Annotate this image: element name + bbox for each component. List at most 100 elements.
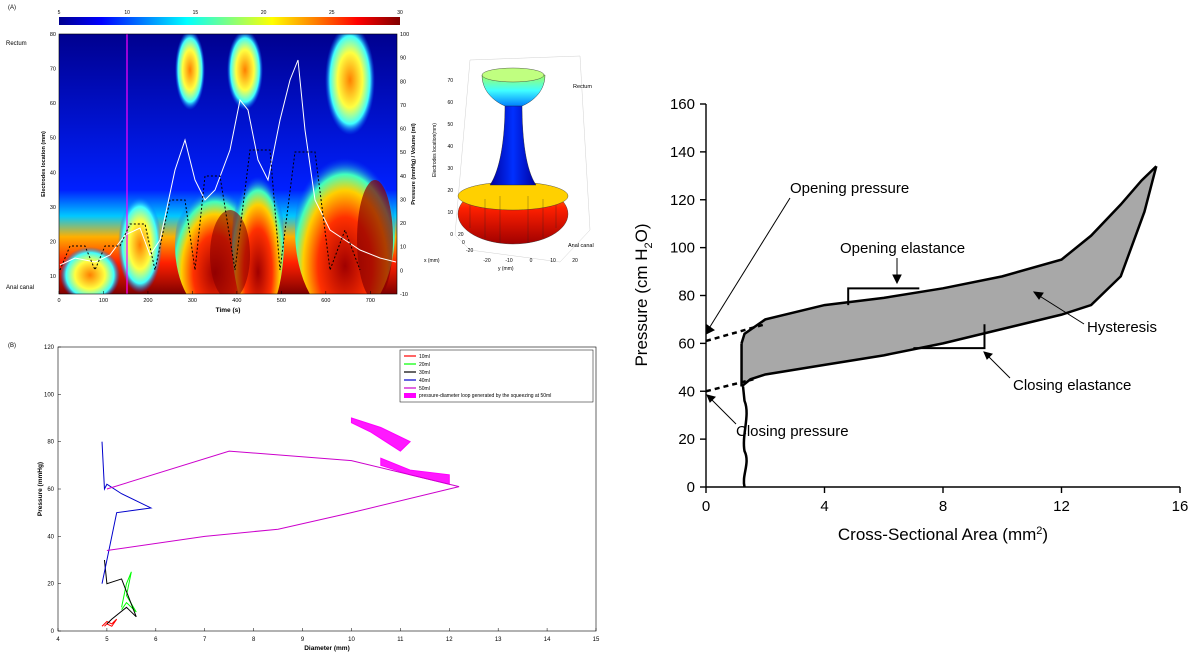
panel-a-label: (A) bbox=[8, 5, 16, 11]
inset-z-tick: 40 bbox=[447, 144, 453, 150]
hysteresis-area bbox=[741, 166, 1157, 387]
closing-elastance-arrow bbox=[986, 354, 1011, 379]
inset-z-tick: 20 bbox=[447, 188, 453, 194]
closing-extrapolation bbox=[705, 378, 754, 393]
closing-elastance-box bbox=[913, 324, 986, 350]
panel-c-annotations: Opening pressure Opening elastance Hyste… bbox=[705, 180, 1157, 440]
x-tick-label: 0 bbox=[57, 298, 60, 304]
legend-label: 10ml bbox=[419, 354, 430, 360]
y-tick-label-left: 10 bbox=[50, 274, 56, 280]
panel-a-axes: 0 100 200 300 400 500 600 7001020304050607080-1… bbox=[50, 32, 409, 304]
y-tick-label-right: 10 bbox=[400, 245, 406, 251]
legend-label: 30ml bbox=[419, 370, 430, 376]
inset-z-tick: 0 bbox=[450, 232, 453, 238]
colorbar bbox=[59, 17, 400, 25]
series-line-50ml bbox=[106, 450, 460, 552]
x-tick-label: 10 bbox=[348, 637, 355, 643]
x-tick-label: 4 bbox=[56, 637, 60, 643]
inset-xlabel: x (mm) bbox=[424, 258, 440, 264]
x-tick-label: 200 bbox=[143, 298, 152, 304]
inset-x-tick: 20 bbox=[458, 232, 464, 238]
inset-y-tick: 20 bbox=[572, 258, 578, 264]
x-tick-label: 600 bbox=[321, 298, 330, 304]
y-tick-label: 20 bbox=[678, 431, 695, 448]
panel-a-ylabel-left: Electrodes location (mm) bbox=[41, 131, 47, 197]
y-tick-label: 80 bbox=[678, 288, 695, 305]
series-line-40ml bbox=[101, 441, 153, 584]
legend-label: 50ml bbox=[419, 386, 430, 392]
y-tick-label: 100 bbox=[44, 392, 55, 398]
inset-z-tick: 30 bbox=[447, 166, 453, 172]
hysteresis-label: Hysteresis bbox=[1087, 319, 1157, 336]
closing-pressure-label: Closing pressure bbox=[736, 423, 849, 440]
y-tick-label: 120 bbox=[44, 345, 55, 351]
y-tick-label-left: 20 bbox=[50, 239, 56, 245]
y-tick-label-left: 30 bbox=[50, 205, 56, 211]
y-tick-label-right: 0 bbox=[400, 268, 403, 274]
inset-ylabel: y (mm) bbox=[498, 266, 514, 272]
y-tick-label: 40 bbox=[47, 534, 54, 540]
y-tick-label: 40 bbox=[678, 383, 695, 400]
inset-anal-canal-label: Anal canal bbox=[568, 243, 594, 249]
panel-a-ylabel-right: Pressure (mmHg) / Volume (ml) bbox=[411, 123, 417, 205]
y-tick-label-left: 50 bbox=[50, 136, 56, 142]
panel-a-xlabel: Time (s) bbox=[216, 307, 241, 314]
y-tick-label: 20 bbox=[47, 582, 54, 588]
y-tick-label: 0 bbox=[687, 479, 695, 496]
opening-extrapolation bbox=[705, 323, 766, 343]
panel-c-plot bbox=[705, 165, 1158, 488]
panel-b: (B) 4 5 6 7 8 9 10 11 12 13 14 15 0 20 40 60 80 100 120 10… bbox=[8, 343, 600, 652]
inset-z-tick: 70 bbox=[447, 78, 453, 84]
x-tick-label: 0 bbox=[702, 498, 710, 515]
closing-elastance-label: Closing elastance bbox=[1013, 377, 1131, 394]
opening-curve bbox=[740, 165, 1158, 344]
inset-cup bbox=[481, 74, 546, 107]
squeeze-loop-area bbox=[350, 417, 412, 452]
x-tick-label: 8 bbox=[252, 637, 256, 643]
closing-pressure-arrow bbox=[709, 397, 737, 425]
inset-stem bbox=[489, 103, 537, 186]
inset-z-tick: 50 bbox=[447, 122, 453, 128]
inset-zlabel: Electrodes location(mm) bbox=[432, 123, 438, 177]
y-tick-label-right: 60 bbox=[400, 127, 406, 133]
colorbar-tick-label: 10 bbox=[124, 10, 130, 16]
rectum-label: Rectum bbox=[6, 41, 27, 47]
series-line-20ml bbox=[121, 571, 137, 613]
opening-pressure-arrow bbox=[707, 197, 791, 331]
colorbar-tick-label: 5 bbox=[58, 10, 61, 16]
x-tick-label: 9 bbox=[301, 637, 305, 643]
y-tick-label: 120 bbox=[670, 192, 695, 209]
panel-c-xlabel: Cross-Sectional Area (mm2) bbox=[838, 525, 1048, 544]
x-tick-label: 100 bbox=[99, 298, 108, 304]
y-tick-label: 0 bbox=[51, 629, 55, 635]
y-tick-label: 60 bbox=[678, 335, 695, 352]
panel-b-label: (B) bbox=[8, 343, 16, 349]
anal-canal-label: Anal canal bbox=[6, 285, 34, 291]
opening-elastance-box bbox=[847, 287, 920, 306]
y-tick-label-left: 40 bbox=[50, 170, 56, 176]
y-tick-label-right: 50 bbox=[400, 150, 406, 156]
inset-3d: Rectum Anal canal Electrodes location(mm… bbox=[424, 55, 594, 272]
x-tick-label: 6 bbox=[154, 637, 158, 643]
inset-rectum-label: Rectum bbox=[573, 84, 592, 90]
panel-b-ylabel: Pressure (mmHg) bbox=[37, 462, 44, 516]
x-tick-label: 11 bbox=[397, 637, 404, 643]
closing-curve bbox=[740, 165, 1158, 388]
x-tick-label: 12 bbox=[446, 637, 453, 643]
y-tick-label: 160 bbox=[670, 96, 695, 113]
x-tick-label: 13 bbox=[495, 637, 502, 643]
panel-b-xlabel: Diameter (mm) bbox=[304, 645, 350, 652]
opening-elastance-label: Opening elastance bbox=[840, 240, 965, 257]
panel-c-ylabel: Pressure (cm H2O) bbox=[632, 223, 655, 366]
x-tick-label: 16 bbox=[1172, 498, 1189, 515]
inset-y-tick: 0 bbox=[530, 258, 533, 264]
opening-pressure-label: Opening pressure bbox=[790, 180, 909, 197]
colorbar-ticks: 5 10 15 20 25 30 bbox=[58, 10, 403, 16]
y-tick-label-right: 90 bbox=[400, 56, 406, 62]
x-tick-label: 7 bbox=[203, 637, 207, 643]
colorbar-tick-label: 20 bbox=[261, 10, 267, 16]
panel-b-axes: 4 5 6 7 8 9 10 11 12 13 14 15 0 20 40 60 80 100 120 bbox=[44, 345, 600, 643]
